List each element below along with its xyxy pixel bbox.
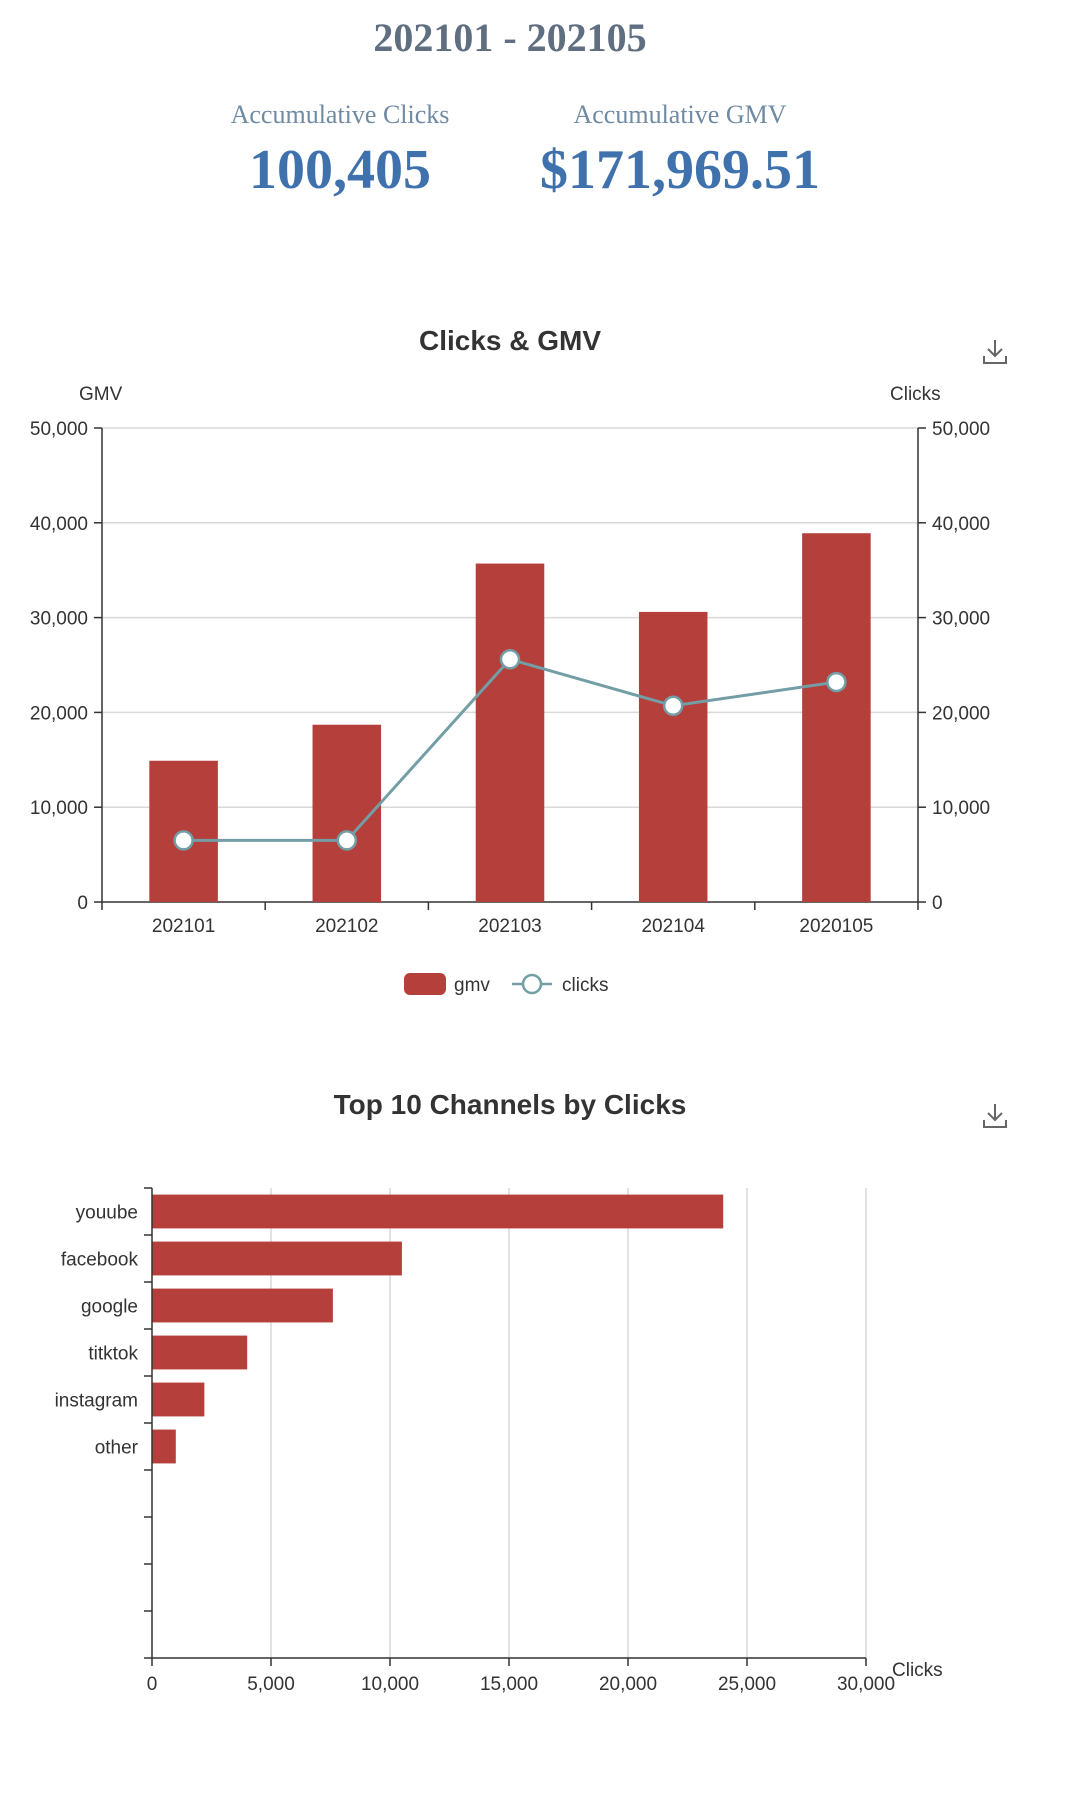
channel-bar[interactable]	[152, 1194, 724, 1229]
gmv-bar[interactable]	[802, 533, 871, 902]
channel-bar[interactable]	[152, 1241, 402, 1276]
y-left-tick-label: 50,000	[30, 419, 88, 440]
x-tick-label: 10,000	[361, 1674, 419, 1695]
gmv-bar[interactable]	[475, 563, 545, 902]
y-right-tick-label: 50,000	[932, 419, 990, 440]
channel-bar[interactable]	[152, 1288, 333, 1323]
y-tick-label: other	[95, 1438, 139, 1459]
y-left-tick-label: 0	[77, 893, 88, 914]
download-icon	[983, 1104, 1007, 1128]
y-tick-label: titktok	[88, 1344, 138, 1365]
y-tick-label: facebook	[61, 1250, 139, 1271]
legend-label-gmv: gmv	[454, 975, 490, 996]
legend-item-clicks[interactable]: clicks	[512, 973, 608, 996]
channel-bar[interactable]	[152, 1382, 205, 1417]
y-tick-label: google	[81, 1297, 138, 1318]
download-button[interactable]	[983, 1104, 1007, 1128]
clicks-point[interactable]	[662, 695, 684, 717]
kpi-clicks-label: Accumulative Clicks	[230, 100, 450, 129]
x-tick-label: 0	[147, 1674, 158, 1695]
x-tick-label: 30,000	[837, 1674, 895, 1695]
legend-swatch-gmv	[404, 973, 446, 995]
kpi-accumulative-clicks: Accumulative Clicks 100,405	[160, 100, 520, 202]
x-tick-label: 202101	[152, 916, 215, 937]
kpi-gmv-label: Accumulative GMV	[573, 100, 787, 129]
date-range-title: 202101 - 202105	[373, 15, 647, 60]
gmv-bar[interactable]	[638, 611, 708, 902]
x-tick-label: 5,000	[247, 1674, 295, 1695]
legend-item-gmv[interactable]: gmv	[404, 973, 490, 996]
x-tick-label: 15,000	[480, 1674, 538, 1695]
x-axis-label: Clicks	[892, 1660, 943, 1681]
kpi-clicks-value: 100,405	[249, 139, 431, 201]
kpi-accumulative-gmv: Accumulative GMV $171,969.51	[500, 100, 860, 202]
x-tick-label: 202103	[478, 916, 541, 937]
y-left-tick-label: 40,000	[30, 514, 88, 535]
x-tick-label: 2020105	[799, 916, 873, 937]
chart-title: Top 10 Channels by Clicks	[334, 1089, 687, 1120]
clicks-point[interactable]	[336, 830, 358, 851]
y-right-tick-label: 0	[932, 893, 943, 914]
download-button[interactable]	[983, 340, 1007, 364]
clicks-point[interactable]	[173, 830, 194, 851]
y-right-tick-label: 10,000	[932, 798, 990, 819]
clicks-point[interactable]	[499, 649, 521, 670]
x-tick-label: 20,000	[599, 1674, 657, 1695]
y-right-tick-label: 20,000	[932, 703, 990, 724]
download-icon	[983, 340, 1007, 364]
top-channels-chart: Top 10 Channels by Clicks Clicks 0 5,000 1…	[55, 1089, 1007, 1695]
y-axis-left-label: GMV	[79, 384, 123, 405]
x-tick-label: 25,000	[718, 1674, 776, 1695]
x-tick-label: 202104	[641, 916, 705, 937]
y-left-tick-label: 30,000	[30, 609, 88, 630]
x-tick-label: 202102	[315, 916, 378, 937]
channel-bar[interactable]	[152, 1335, 248, 1370]
clicks-gmv-chart: Clicks & GMV GMV Clicks 0 0 10,000 10,000 20…	[30, 325, 1007, 996]
y-left-tick-label: 20,000	[30, 703, 88, 724]
clicks-point[interactable]	[826, 671, 847, 693]
y-left-tick-label: 10,000	[30, 798, 88, 819]
y-right-tick-label: 40,000	[932, 514, 990, 535]
legend-swatch-clicks-marker	[521, 973, 543, 995]
y-tick-label: instagram	[55, 1391, 138, 1412]
channel-bar[interactable]	[152, 1429, 176, 1464]
kpi-gmv-value: $171,969.51	[540, 139, 820, 201]
legend-label-clicks: clicks	[562, 975, 608, 996]
y-axis-right-label: Clicks	[890, 384, 941, 405]
y-right-tick-label: 30,000	[932, 609, 990, 630]
y-tick-label: youube	[76, 1203, 138, 1224]
chart-title: Clicks & GMV	[419, 325, 601, 356]
